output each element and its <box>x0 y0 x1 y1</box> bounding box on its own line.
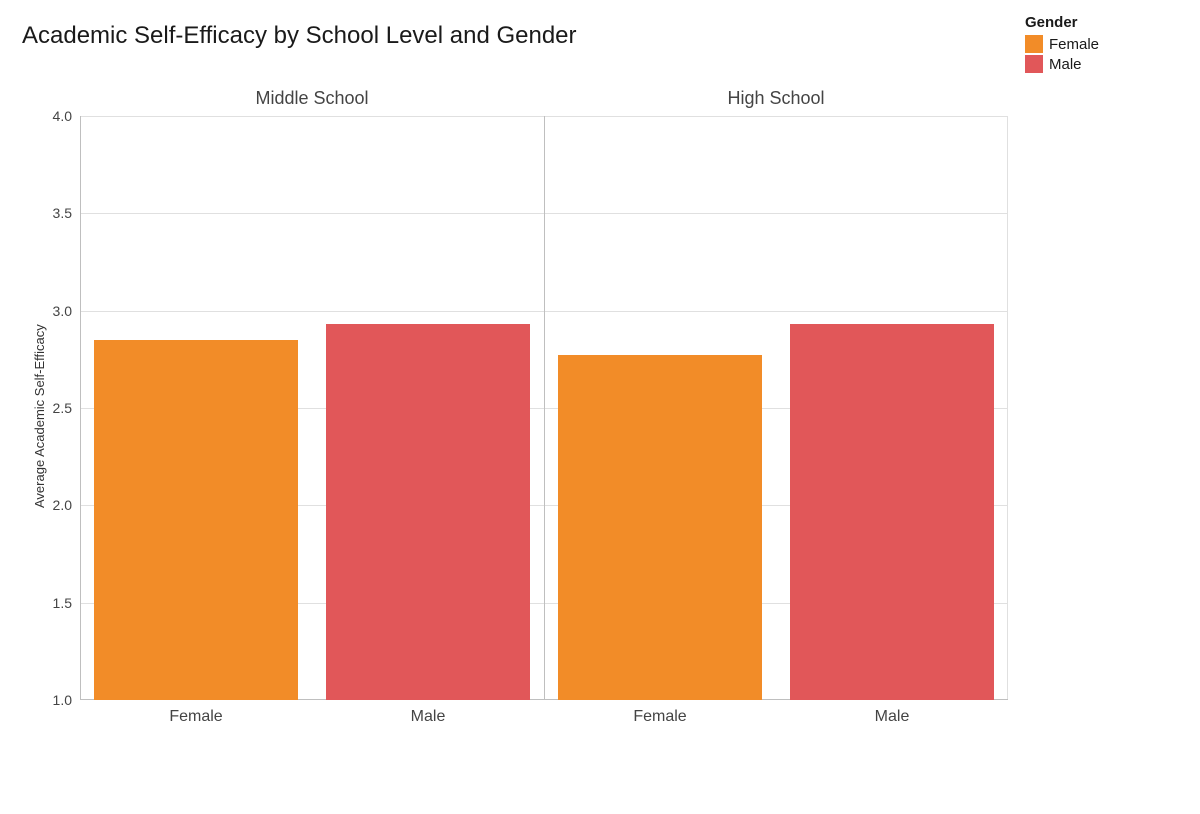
y-tick-label: 2.0 <box>53 497 80 513</box>
legend-label: Male <box>1049 56 1082 73</box>
legend-swatch <box>1025 55 1043 73</box>
x-tick-label: Male <box>875 700 910 726</box>
legend-item: Female <box>1025 35 1099 53</box>
y-tick-label: 4.0 <box>53 108 80 124</box>
left-axis-line <box>80 116 81 700</box>
y-tick-label: 3.5 <box>53 205 80 221</box>
legend-swatch <box>1025 35 1043 53</box>
plot-border <box>1007 116 1008 700</box>
y-axis-title: Average Academic Self-Efficacy <box>32 324 47 508</box>
y-tick-label: 1.5 <box>53 595 80 611</box>
legend-item: Male <box>1025 55 1099 73</box>
bar <box>94 340 298 700</box>
bar <box>790 324 994 700</box>
chart-container: Academic Self-Efficacy by School Level a… <box>0 0 1200 814</box>
legend-label: Female <box>1049 36 1099 53</box>
bar <box>558 355 762 700</box>
bar <box>326 324 530 700</box>
y-tick-label: 3.0 <box>53 303 80 319</box>
facet-separator <box>544 116 545 700</box>
x-tick-label: Female <box>633 700 686 726</box>
facet-header: Middle School <box>80 88 544 109</box>
x-tick-label: Female <box>169 700 222 726</box>
chart-title: Academic Self-Efficacy by School Level a… <box>22 22 577 50</box>
x-tick-label: Male <box>411 700 446 726</box>
legend-title: Gender <box>1025 14 1099 31</box>
facet-header: High School <box>544 88 1008 109</box>
y-tick-label: 2.5 <box>53 400 80 416</box>
legend: Gender Female Male <box>1025 14 1099 75</box>
y-tick-label: 1.0 <box>53 692 80 708</box>
plot-area: Average Academic Self-Efficacy 1.01.52.0… <box>80 88 1008 700</box>
